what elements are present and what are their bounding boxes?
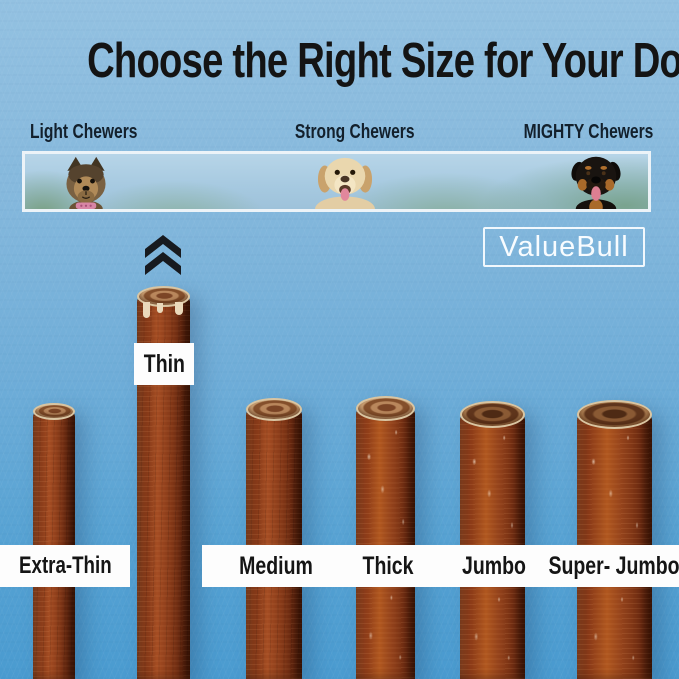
yorkshire-terrier-dog-image <box>66 156 106 209</box>
stick-drip <box>143 302 150 318</box>
bully-stick-medium <box>246 398 302 679</box>
stick-body <box>356 408 415 679</box>
valuebull-logo: ValueBull <box>483 227 645 267</box>
stick-cut-end <box>246 398 302 421</box>
rottweiler-dog-image <box>571 156 621 209</box>
stick-drip <box>157 303 163 313</box>
chewer-group-label-light: Light Chewers <box>30 121 138 143</box>
bully-stick-extra-thin <box>33 403 75 679</box>
double-chevron-up-icon <box>145 235 181 275</box>
valuebull-logo-text: ValueBull <box>499 230 629 263</box>
stick-cut-end <box>577 400 652 429</box>
bully-stick-thick <box>356 396 415 679</box>
size-label-jumbo: Jumbo <box>462 551 526 580</box>
size-label-bar: Medium Thick Jumbo Super- Jumbo <box>202 545 679 587</box>
stick-cut-end <box>33 403 75 420</box>
stick-body <box>246 409 302 679</box>
labrador-dog-image <box>315 157 375 209</box>
dog-banner <box>22 151 651 212</box>
page-title-text: Choose the Right Size for Your Dog <box>87 34 679 88</box>
bully-stick-jumbo <box>460 401 525 679</box>
size-label-extra-thin: Extra-Thin <box>0 545 130 587</box>
stick-cut-end <box>460 401 525 428</box>
bully-stick-super-jumbo <box>577 400 652 679</box>
stick-cut-end <box>356 396 415 421</box>
size-label-medium: Medium <box>239 551 313 580</box>
stick-drip <box>175 302 183 315</box>
chewer-group-label-mighty: MIGHTY Chewers <box>523 121 653 143</box>
page-title: Choose the Right Size for Your Dog <box>0 33 679 89</box>
chewer-group-label-strong: Strong Chewers <box>294 121 415 143</box>
size-label-super-jumbo: Super- Jumbo <box>548 551 679 580</box>
stick-cut-end <box>137 286 190 307</box>
size-label-thin: Thin <box>134 343 194 385</box>
size-label-thick: Thick <box>362 551 414 580</box>
